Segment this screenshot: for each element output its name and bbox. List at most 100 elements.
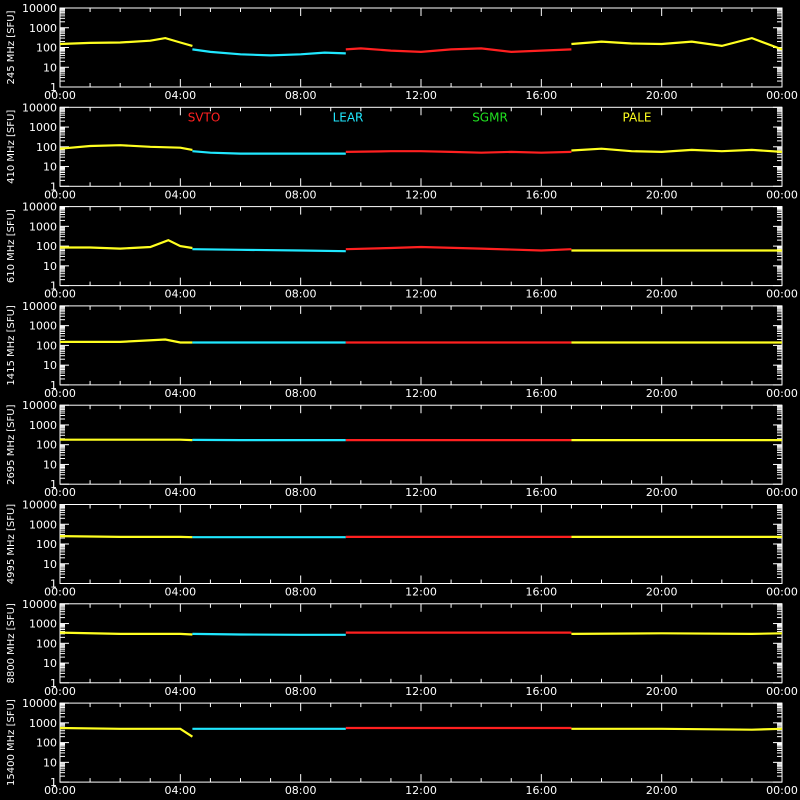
panel-frame — [59, 305, 783, 386]
y-tick-label: 1000 — [29, 121, 57, 134]
y-tick-label: 10000 — [22, 300, 57, 313]
x-tick-label: 00:00 — [766, 685, 798, 698]
x-tick-label: 00:00 — [44, 784, 76, 797]
y-tick-label: 1 — [50, 578, 57, 591]
x-tick-label: 12:00 — [405, 486, 437, 499]
y-tick-label: 10000 — [22, 697, 57, 710]
y-tick-label: 10000 — [22, 598, 57, 611]
panel-frame — [59, 7, 783, 88]
x-tick-label: 08:00 — [285, 685, 317, 698]
x-tick-label: 16:00 — [525, 685, 557, 698]
y-tick-label: 10000 — [22, 201, 57, 214]
x-tick-label: 00:00 — [766, 387, 798, 400]
series-line-pale — [59, 535, 193, 539]
x-tick-label: 08:00 — [285, 586, 317, 599]
x-tick-label: 08:00 — [285, 188, 317, 201]
x-tick-label: 20:00 — [646, 685, 678, 698]
y-axis-label: 2695 MHz [SFU] — [6, 404, 17, 485]
y-axis-label: 8800 MHz [SFU] — [6, 603, 17, 684]
y-tick-label: 100 — [36, 339, 57, 352]
series-line-lear — [192, 632, 346, 636]
series-line-pale — [59, 726, 194, 738]
series-line-pale — [571, 727, 783, 731]
y-tick-label: 100 — [36, 538, 57, 551]
series-line-lear — [192, 248, 346, 253]
x-tick-label: 16:00 — [525, 89, 557, 102]
x-tick-label: 16:00 — [525, 288, 557, 301]
legend-sgmr: SGMR — [472, 110, 508, 124]
y-tick-label: 10000 — [22, 2, 57, 15]
y-tick-label: 10 — [43, 359, 57, 372]
x-tick-label: 12:00 — [405, 586, 437, 599]
y-tick-label: 1 — [50, 677, 57, 690]
series-line-svto — [345, 245, 572, 252]
x-tick-label: 08:00 — [285, 784, 317, 797]
y-tick-label: 10 — [43, 756, 57, 769]
y-tick-label: 100 — [36, 240, 57, 253]
x-tick-label: 20:00 — [646, 586, 678, 599]
y-tick-label: 10 — [43, 558, 57, 571]
x-tick-label: 08:00 — [285, 288, 317, 301]
x-tick-label: 08:00 — [285, 89, 317, 102]
y-axis-label: 4995 MHz [SFU] — [6, 504, 17, 585]
y-axis-label: 245 MHz [SFU] — [6, 10, 17, 84]
y-tick-label: 1 — [50, 776, 57, 789]
series-line-pale — [60, 239, 193, 250]
x-tick-label: 20:00 — [646, 784, 678, 797]
x-tick-label: 00:00 — [766, 188, 798, 201]
y-axis-label: 610 MHz [SFU] — [6, 209, 17, 283]
panel-frame — [59, 106, 783, 187]
y-tick-label: 10 — [43, 61, 57, 74]
y-tick-label: 1 — [50, 81, 57, 94]
y-tick-label: 100 — [36, 439, 57, 452]
x-tick-label: 00:00 — [44, 586, 76, 599]
x-tick-label: 04:00 — [164, 586, 196, 599]
x-tick-label: 16:00 — [525, 784, 557, 797]
y-tick-label: 10000 — [22, 101, 57, 114]
panel-frame — [59, 504, 783, 584]
x-tick-label: 16:00 — [525, 387, 557, 400]
x-tick-label: 00:00 — [44, 188, 76, 201]
legend-pale: PALE — [623, 110, 652, 124]
x-tick-label: 00:00 — [766, 784, 798, 797]
series-line-pale — [571, 147, 783, 154]
y-axis-label: 1415 MHz [SFU] — [6, 305, 17, 386]
y-tick-label: 1 — [50, 379, 57, 392]
y-tick-label: 1000 — [29, 618, 57, 631]
x-tick-label: 20:00 — [646, 188, 678, 201]
panel-5: 1 10 100 1000 10000 00:00 04:00 08:00 12:00 16:00… — [6, 399, 798, 499]
series-line-pale — [59, 631, 193, 636]
series-line-pale — [59, 36, 193, 47]
x-tick-label: 12:00 — [405, 188, 437, 201]
panel-1: 1 10 100 1000 10000 00:00 04:00 08:00 12:00 16:00… — [6, 2, 798, 102]
x-tick-label: 12:00 — [405, 89, 437, 102]
panel-6: 1 10 100 1000 10000 00:00 04:00 08:00 12:00 16:00… — [6, 499, 798, 599]
x-tick-label: 00:00 — [766, 89, 798, 102]
panel-4: 1 10 100 1000 10000 00:00 04:00 08:00 12:00 16:00… — [6, 300, 798, 400]
x-tick-label: 04:00 — [164, 685, 196, 698]
y-tick-label: 10 — [43, 161, 57, 174]
y-tick-label: 1000 — [29, 518, 57, 531]
y-tick-label: 100 — [36, 42, 57, 55]
y-tick-label: 10000 — [22, 499, 57, 512]
panel-frame — [59, 206, 783, 287]
x-tick-label: 12:00 — [405, 387, 437, 400]
y-tick-label: 10 — [43, 458, 57, 471]
x-tick-label: 00:00 — [44, 486, 76, 499]
y-tick-label: 1000 — [29, 22, 57, 35]
x-tick-label: 08:00 — [285, 387, 317, 400]
series-line-lear — [192, 150, 346, 155]
y-tick-label: 10000 — [22, 399, 57, 412]
y-tick-label: 1000 — [29, 717, 57, 730]
x-tick-label: 12:00 — [405, 784, 437, 797]
y-tick-label: 1000 — [29, 419, 57, 432]
x-tick-label: 00:00 — [44, 387, 76, 400]
panel-2: 1 10 100 1000 10000 00:00 04:00 08:00 12:00 16:00… — [6, 101, 798, 201]
x-tick-label: 12:00 — [405, 685, 437, 698]
series-line-svto — [345, 150, 572, 154]
panel-frame — [59, 404, 783, 485]
x-tick-label: 12:00 — [405, 288, 437, 301]
legend-lear: LEAR — [333, 110, 364, 124]
x-tick-label: 04:00 — [164, 784, 196, 797]
